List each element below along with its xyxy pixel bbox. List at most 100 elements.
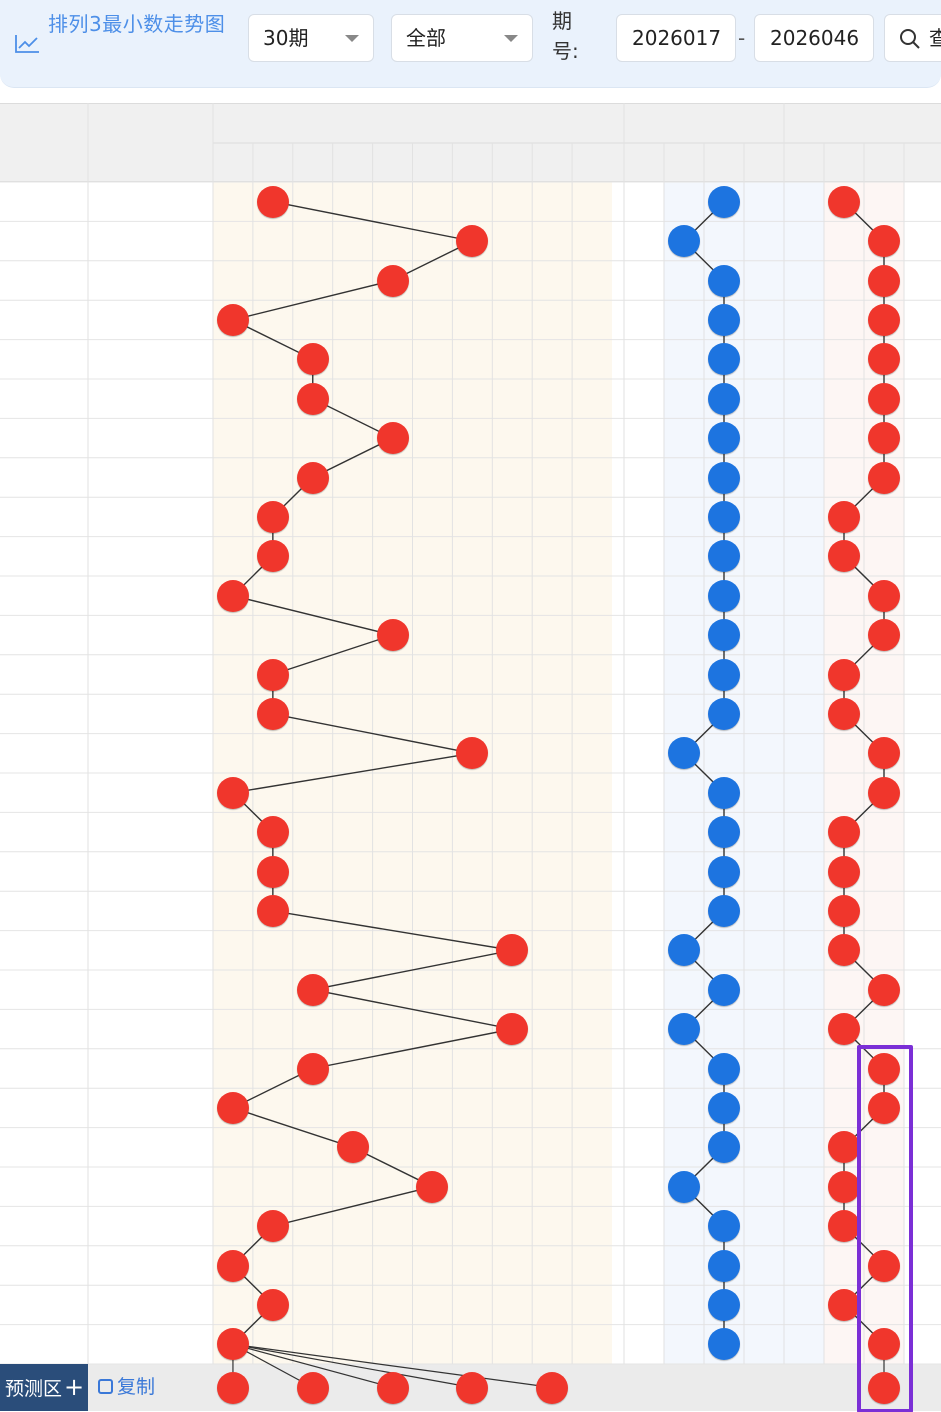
miss-count <box>253 379 293 418</box>
search-button[interactable]: 查 <box>884 14 941 62</box>
end-period-input[interactable]: 2026046 <box>754 14 874 62</box>
column-header-issue <box>0 103 88 182</box>
min-ball <box>376 422 409 455</box>
miss-count <box>333 418 373 457</box>
miss-count <box>413 734 453 773</box>
predict-parity-ball[interactable] <box>868 1371 900 1404</box>
period-count-select[interactable]: 30期 <box>248 14 374 62</box>
predict-ball[interactable] <box>536 1371 569 1404</box>
size-ball <box>668 934 700 967</box>
draw-number-cell <box>88 1167 213 1206</box>
issue-cell <box>0 418 88 457</box>
miss-count <box>572 891 612 930</box>
parity-ball <box>868 461 900 494</box>
miss-count <box>373 379 413 418</box>
min-digit-header <box>492 143 532 182</box>
miss-count <box>213 1285 253 1324</box>
miss-count <box>492 221 532 260</box>
miss-count <box>213 1206 253 1245</box>
miss-count <box>413 1325 453 1364</box>
predict-zone-button[interactable]: 预测区+ <box>0 1364 88 1411</box>
miss-count <box>333 379 373 418</box>
group-header-parity <box>784 103 941 143</box>
miss-count <box>373 1325 413 1364</box>
miss-count <box>253 931 293 970</box>
predict-ball[interactable] <box>376 1371 409 1404</box>
issue-cell <box>0 852 88 891</box>
size-header <box>664 143 704 182</box>
miss-count <box>492 418 532 457</box>
miss-count <box>572 1167 612 1206</box>
filter-bar: 排列3最小数走势图 30期 全部 期号: 2026017 - 2026046 查 <box>0 0 941 88</box>
miss-count <box>213 655 253 694</box>
issue-cell <box>0 1167 88 1206</box>
draw-number-cell <box>88 931 213 970</box>
miss-count <box>864 891 904 930</box>
issue-cell <box>0 537 88 576</box>
predict-ball[interactable] <box>216 1371 249 1404</box>
miss-count <box>373 931 413 970</box>
miss-count <box>213 1009 253 1048</box>
miss-count <box>664 497 704 536</box>
miss-count <box>213 891 253 930</box>
line-chart-icon <box>15 35 39 53</box>
more-dots-icon[interactable] <box>174 1364 206 1411</box>
issue-cell <box>0 497 88 536</box>
scope-select[interactable]: 全部 <box>391 14 533 62</box>
miss-count <box>664 615 704 654</box>
miss-count <box>572 1246 612 1285</box>
issue-cell <box>0 576 88 615</box>
predict-ball[interactable] <box>296 1371 329 1404</box>
start-period-input[interactable]: 2026017 <box>616 14 736 62</box>
miss-count <box>572 261 612 300</box>
miss-count <box>253 576 293 615</box>
parity-ball <box>868 776 900 809</box>
miss-count <box>293 773 333 812</box>
group-header-min <box>213 103 624 143</box>
min-ball <box>256 1288 289 1321</box>
parity-ball <box>828 934 860 967</box>
parity-ball <box>868 973 900 1006</box>
miss-count <box>824 340 864 379</box>
min-ball <box>256 816 289 849</box>
draw-number-cell <box>88 1009 213 1048</box>
miss-count <box>333 852 373 891</box>
miss-count <box>373 1206 413 1245</box>
min-ball <box>296 461 329 494</box>
highlight-box <box>857 1044 913 1412</box>
plus-icon: + <box>64 1373 85 1401</box>
miss-count <box>824 734 864 773</box>
miss-count <box>253 1088 293 1127</box>
min-ball <box>296 343 329 376</box>
issue-cell <box>0 221 88 260</box>
predict-ball[interactable] <box>456 1371 489 1404</box>
miss-count <box>373 655 413 694</box>
min-digit-header <box>213 143 253 182</box>
miss-count <box>413 812 453 851</box>
miss-count <box>492 340 532 379</box>
miss-count <box>253 418 293 457</box>
miss-count <box>532 1049 572 1088</box>
predict-line <box>232 1343 553 1389</box>
miss-count <box>532 891 572 930</box>
size-ball <box>668 1013 700 1046</box>
parity-ball <box>828 1131 860 1164</box>
miss-count <box>213 497 253 536</box>
miss-count <box>452 300 492 339</box>
miss-count <box>373 1128 413 1167</box>
miss-count <box>452 970 492 1009</box>
page-title: 排列3最小数走势图 <box>48 12 226 36</box>
miss-count <box>572 300 612 339</box>
issue-cell <box>0 812 88 851</box>
min-ball <box>496 934 529 967</box>
size-ball <box>708 973 740 1006</box>
size-ball <box>708 422 740 455</box>
miss-count <box>572 418 612 457</box>
parity-ball <box>868 737 900 770</box>
copy-button[interactable]: 复制 <box>98 1364 168 1411</box>
miss-count <box>253 1325 293 1364</box>
miss-count <box>532 852 572 891</box>
size-ball <box>708 776 740 809</box>
issue-cell <box>0 1325 88 1364</box>
miss-count <box>532 970 572 1009</box>
